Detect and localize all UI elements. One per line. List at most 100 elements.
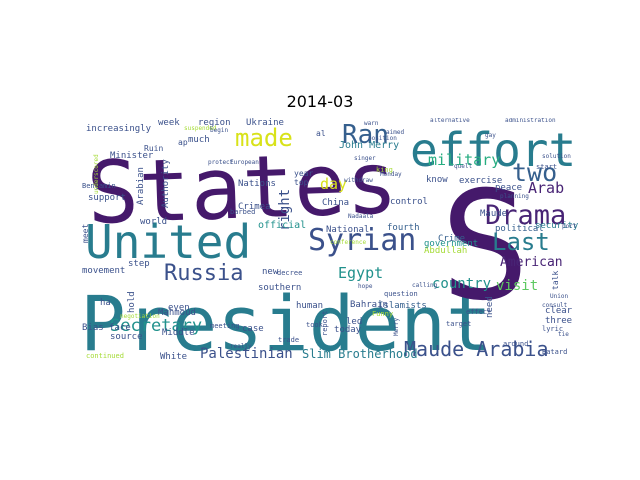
word-continued: continued [86, 352, 124, 360]
word-world: world [140, 217, 167, 227]
word-even: even [168, 303, 190, 313]
word-warn: warn [364, 120, 379, 127]
word-talk: talk [551, 271, 560, 290]
word-gay: gay [485, 132, 496, 139]
word-top: top [294, 178, 309, 187]
word-authority: Authority [161, 159, 171, 208]
word-much: much [188, 135, 210, 145]
word-united: United [85, 215, 251, 269]
word-human: human [296, 301, 323, 311]
word-singer: singer [354, 155, 376, 162]
word-military: military [428, 151, 500, 169]
word-arab: Arab [528, 179, 564, 197]
word-day: day [320, 175, 347, 193]
word-protect: protect [208, 159, 234, 166]
word-withdraw: withdraw [344, 177, 373, 184]
word-john-merry: John Merry [339, 140, 399, 151]
word-official: official [258, 220, 306, 231]
word-suspended: suspended [184, 125, 217, 132]
word-china: China [322, 198, 349, 208]
word-clear: clear [545, 306, 573, 316]
word-quell: quell [454, 163, 472, 170]
word-merry: Merry [393, 318, 400, 336]
word-s: S [440, 160, 530, 334]
word-report: report [321, 311, 329, 336]
word-effort: effort [410, 123, 576, 177]
word-meeting: meeting [210, 322, 240, 330]
word-security: security [535, 221, 579, 231]
word-decree: decree [277, 269, 302, 277]
word-ha: ha [100, 298, 111, 308]
figure-title: 2014-03 [286, 92, 354, 111]
word-control: control [390, 197, 428, 207]
word-around: around [503, 340, 528, 348]
word-islamists: Islamists [378, 301, 427, 311]
word-funny: Funny [372, 310, 393, 318]
word-slim-brotherhood: Slim Brotherhood [302, 347, 418, 361]
word-need: need [485, 296, 495, 318]
word-support: support [88, 193, 126, 203]
word-drama: Drama [485, 200, 566, 231]
word-fourth: fourth [387, 223, 420, 233]
word-movement: movement [82, 266, 125, 276]
word-question: question [384, 290, 418, 298]
word-today: today [334, 325, 362, 335]
word-consult: consult [542, 302, 568, 309]
word-trade: trade [278, 336, 299, 344]
word-peace: peace [495, 183, 522, 193]
word-king: king [376, 166, 393, 174]
word-abdullah: Abdullah [424, 246, 467, 256]
word-union: Union [550, 293, 568, 300]
word-nadaala: Nadaala [348, 213, 374, 220]
word-know: know [426, 175, 448, 185]
word-week: week [158, 118, 180, 128]
word-made: made [235, 124, 293, 152]
word-negotiation: negotiation [120, 313, 160, 320]
word-hold: hold [127, 291, 137, 313]
word-source: source [110, 332, 143, 342]
word-planning: planning [500, 193, 529, 200]
word-ran: Ran [342, 120, 389, 150]
word-maude: Maude [480, 209, 507, 219]
word-barbed: barbed [230, 208, 255, 216]
word-lyric: lyric [542, 325, 563, 333]
word-middle: Middle [162, 328, 195, 338]
word-step: step [128, 259, 150, 269]
word-american: American [500, 255, 563, 270]
word-new: new [262, 267, 279, 277]
word-underscored: underscored [93, 154, 100, 194]
word-conference: conference [330, 239, 367, 246]
word-increasingly: increasingly [86, 124, 152, 134]
word-hope: hope [358, 283, 373, 290]
word-bahrain: Bahrain [350, 300, 388, 310]
word-target: target [446, 320, 471, 328]
word-minister: Minister [110, 151, 154, 161]
word-exercise: exercise [459, 176, 502, 186]
word-country: country [432, 276, 491, 292]
word-begin: begin [210, 127, 228, 134]
word-really: really [230, 343, 252, 350]
word-administration: administration [505, 118, 556, 124]
word-meet: meet [81, 224, 90, 243]
word-calling: calling [412, 282, 438, 289]
word-palestinian: Palestinian [200, 346, 293, 362]
word-crimea: Crimea [238, 202, 271, 212]
word-egypt: Egypt [338, 264, 383, 282]
word-tie: tie [558, 331, 569, 338]
word-ap: ap [178, 138, 188, 147]
word-port: port [562, 223, 577, 230]
word-aimed: aimed [386, 129, 404, 136]
word-states: States [85, 133, 399, 244]
word-arabian: Arabian [136, 167, 146, 205]
word-european: European [230, 159, 259, 166]
word-syrian: Syrian [308, 223, 416, 258]
word-case: case [242, 324, 264, 334]
word-year: year [294, 169, 313, 178]
word-solution: solution [542, 153, 571, 160]
word-region: region [198, 118, 231, 128]
word-ukraine: Ukraine [246, 118, 284, 128]
word-president: President [80, 279, 492, 368]
word-al: al [316, 129, 326, 138]
word-bias-face: Bias face [82, 323, 131, 333]
word-two: two [512, 158, 557, 187]
